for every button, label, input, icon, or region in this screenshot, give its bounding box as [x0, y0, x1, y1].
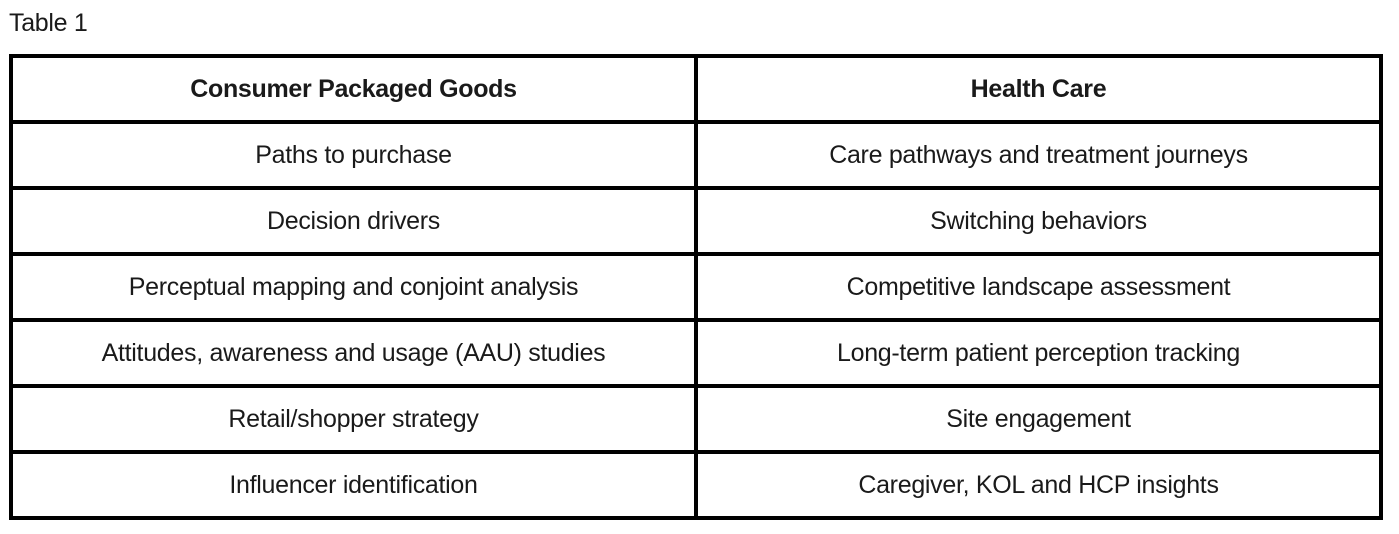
- cell-cpg: Paths to purchase: [9, 120, 698, 190]
- table-row: Perceptual mapping and conjoint analysis…: [9, 252, 1383, 322]
- cell-health-care: Caregiver, KOL and HCP insights: [694, 450, 1383, 520]
- table-row: Attitudes, awareness and usage (AAU) stu…: [9, 318, 1383, 388]
- cell-health-care: Site engagement: [694, 384, 1383, 454]
- table-row: Paths to purchase Care pathways and trea…: [9, 120, 1383, 190]
- cell-cpg: Influencer identification: [9, 450, 698, 520]
- table-caption: Table 1: [9, 9, 88, 37]
- header-cell-cpg: Consumer Packaged Goods: [9, 54, 698, 124]
- table-body: Paths to purchase Care pathways and trea…: [9, 120, 1383, 520]
- header-cell-health-care: Health Care: [694, 54, 1383, 124]
- cell-cpg: Retail/shopper strategy: [9, 384, 698, 454]
- header-row: Consumer Packaged Goods Health Care: [9, 54, 1383, 124]
- table-row: Influencer identification Caregiver, KOL…: [9, 450, 1383, 520]
- cell-health-care: Long-term patient perception tracking: [694, 318, 1383, 388]
- comparison-table: Consumer Packaged Goods Health Care Path…: [9, 54, 1383, 520]
- cell-health-care: Care pathways and treatment journeys: [694, 120, 1383, 190]
- table-header: Consumer Packaged Goods Health Care: [9, 54, 1383, 124]
- cell-health-care: Competitive landscape assessment: [694, 252, 1383, 322]
- cell-cpg: Decision drivers: [9, 186, 698, 256]
- table-row: Decision drivers Switching behaviors: [9, 186, 1383, 256]
- table-row: Retail/shopper strategy Site engagement: [9, 384, 1383, 454]
- cell-health-care: Switching behaviors: [694, 186, 1383, 256]
- cell-cpg: Attitudes, awareness and usage (AAU) stu…: [9, 318, 698, 388]
- cell-cpg: Perceptual mapping and conjoint analysis: [9, 252, 698, 322]
